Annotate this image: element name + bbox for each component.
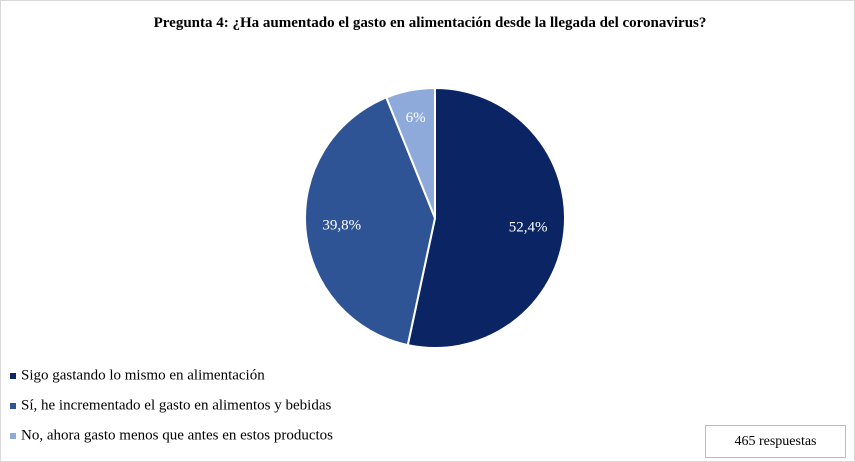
legend-label: Sí, he incrementado el gasto en alimento… <box>21 397 331 413</box>
data-label: 39,8% <box>322 218 361 234</box>
legend-swatch <box>10 403 16 409</box>
legend-swatch <box>10 373 16 379</box>
pie-slice <box>304 96 437 347</box>
legend-label: Sigo gastando lo mismo en alimentación <box>21 367 265 383</box>
pie-slice <box>406 86 566 349</box>
pie-slice <box>385 86 436 219</box>
annotation: 465 respuestas <box>705 425 846 458</box>
chart-title: Pregunta 4: ¿Ha aumentado el gasto en al… <box>153 15 707 31</box>
legend-swatch <box>10 433 16 439</box>
data-label: 6% <box>406 110 426 126</box>
data-label: 52,4% <box>509 219 548 235</box>
legend-label: No, ahora gasto menos que antes en estos… <box>21 427 333 443</box>
